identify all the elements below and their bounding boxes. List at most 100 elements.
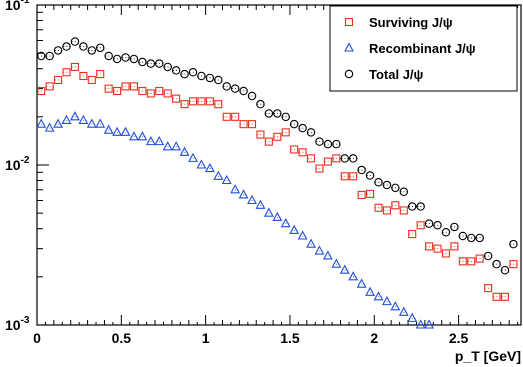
data-point xyxy=(44,122,55,132)
data-point xyxy=(366,189,375,198)
data-point xyxy=(280,217,291,228)
data-point xyxy=(323,157,332,166)
data-point xyxy=(315,137,324,146)
data-point xyxy=(36,51,46,61)
data-point xyxy=(467,233,476,243)
x-tick-label: 2.5 xyxy=(449,330,469,346)
data-point xyxy=(103,124,114,134)
data-point xyxy=(146,59,156,68)
data-point xyxy=(500,292,510,301)
data-point xyxy=(483,251,493,261)
data-point xyxy=(86,118,97,128)
data-point xyxy=(162,141,173,151)
data-point xyxy=(230,84,240,93)
data-point xyxy=(314,245,325,255)
legend: Surviving J/ψ Recombinant J/ψ Total J/ψ xyxy=(329,5,518,92)
data-point xyxy=(264,137,273,146)
data-point xyxy=(373,291,384,301)
data-point xyxy=(332,154,341,163)
data-point xyxy=(306,128,316,137)
data-point xyxy=(62,68,71,77)
data-point xyxy=(112,126,123,136)
x-tick-label: 1.5 xyxy=(280,330,300,346)
data-point xyxy=(155,86,164,96)
data-point xyxy=(104,84,113,93)
data-point xyxy=(492,259,501,269)
ticks-layer: 0 0.5 1 1.5 2 2.5 10-3 10-2 10-1 xyxy=(5,0,519,346)
data-point xyxy=(340,154,350,163)
data-point xyxy=(450,242,459,251)
data-point xyxy=(96,70,105,79)
data-point xyxy=(137,131,148,141)
marks-layer xyxy=(36,37,518,329)
data-point xyxy=(62,42,71,51)
data-point xyxy=(222,112,231,121)
data-point xyxy=(221,174,232,185)
data-point xyxy=(138,86,147,96)
data-point xyxy=(54,75,63,85)
legend-label: Surviving J/ψ xyxy=(369,15,452,30)
data-point xyxy=(509,260,518,269)
data-point xyxy=(53,118,63,128)
data-point xyxy=(255,199,266,209)
data-point xyxy=(247,91,257,101)
data-point xyxy=(263,207,274,217)
data-point xyxy=(204,162,215,173)
data-point xyxy=(340,172,349,181)
data-point xyxy=(171,66,181,75)
y-tick-label: 10-1 xyxy=(5,0,30,13)
data-point xyxy=(231,112,240,121)
data-point xyxy=(416,202,425,211)
data-point xyxy=(196,159,207,169)
data-point xyxy=(104,51,113,61)
data-point xyxy=(306,154,316,163)
data-point xyxy=(433,221,442,230)
data-point xyxy=(509,239,518,249)
data-point xyxy=(138,57,147,67)
legend-marker xyxy=(344,69,354,79)
data-point xyxy=(332,139,341,149)
data-point xyxy=(120,126,131,136)
data-point xyxy=(214,75,223,85)
data-point xyxy=(179,146,190,156)
data-point xyxy=(289,119,299,129)
x-axis-title: p_T [GeV] xyxy=(455,348,521,364)
data-point xyxy=(146,89,155,98)
x-tick-label: 2 xyxy=(370,330,378,346)
data-point xyxy=(331,258,342,268)
data-point xyxy=(163,89,172,98)
x-tick-label: 1 xyxy=(202,330,210,346)
data-point xyxy=(214,100,223,109)
data-point xyxy=(492,292,501,301)
data-point xyxy=(290,145,299,154)
data-point xyxy=(425,242,434,251)
data-point xyxy=(61,114,72,124)
data-point xyxy=(349,172,358,181)
data-point xyxy=(247,194,257,205)
legend-marker xyxy=(344,42,354,52)
data-point xyxy=(382,180,392,190)
data-point xyxy=(197,71,206,81)
data-point xyxy=(339,264,350,274)
data-point xyxy=(298,148,307,157)
data-point xyxy=(239,120,248,129)
data-point xyxy=(273,109,282,118)
data-point xyxy=(36,118,47,128)
data-point xyxy=(222,82,231,91)
data-point xyxy=(45,51,54,61)
x-tick-label: 0.5 xyxy=(112,330,132,346)
data-point xyxy=(458,231,468,241)
data-point xyxy=(129,82,139,91)
data-point xyxy=(281,112,290,122)
data-point xyxy=(70,111,80,121)
data-point xyxy=(70,62,79,72)
data-point xyxy=(374,203,383,212)
data-point xyxy=(78,114,89,124)
y-tick-label: 10-2 xyxy=(5,155,30,173)
data-point xyxy=(391,201,400,210)
data-point xyxy=(407,312,418,322)
data-point xyxy=(407,202,417,211)
data-point xyxy=(356,278,367,288)
data-point xyxy=(484,284,493,293)
data-point xyxy=(365,286,375,296)
